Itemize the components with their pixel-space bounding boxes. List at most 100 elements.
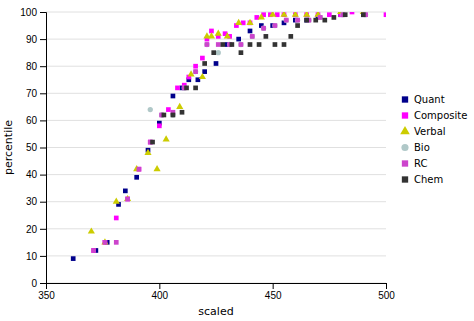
point	[220, 42, 225, 47]
tick-mark	[40, 66, 46, 67]
tick-mark	[40, 120, 46, 121]
point	[361, 12, 366, 17]
point	[239, 42, 244, 47]
point	[238, 42, 243, 47]
point	[304, 18, 309, 23]
point	[215, 30, 222, 36]
tick: 450	[265, 283, 282, 301]
legend-label: Chem	[414, 174, 443, 185]
tick-mark	[273, 283, 274, 289]
legend-item: Chem	[402, 174, 443, 185]
point	[208, 32, 215, 38]
legend: QuantCompositeVerbalBioRCChem	[400, 94, 467, 185]
tick: 50	[26, 142, 46, 153]
point	[216, 50, 221, 55]
point	[313, 18, 318, 23]
point	[284, 18, 289, 23]
legend-symbol	[402, 160, 408, 166]
point	[258, 13, 265, 19]
point	[125, 197, 130, 202]
tick-label: 400	[151, 290, 168, 301]
tick-label: 10	[26, 251, 38, 262]
tick: 500	[378, 283, 395, 301]
point	[211, 50, 216, 55]
legend-symbol	[402, 96, 408, 102]
point	[284, 17, 289, 22]
point	[230, 42, 235, 47]
point	[137, 167, 142, 172]
tick: 30	[26, 196, 46, 207]
tick-mark	[40, 93, 46, 94]
tick-mark	[159, 283, 160, 289]
point	[248, 42, 253, 47]
point	[103, 240, 108, 245]
point	[295, 17, 300, 22]
legend-label: Composite	[414, 110, 467, 121]
grid-line	[46, 39, 386, 40]
grid	[46, 12, 386, 283]
tick: 40	[26, 169, 46, 180]
legend-label: Quant	[414, 94, 445, 105]
point	[264, 34, 269, 39]
point	[101, 238, 108, 244]
tick: 70	[26, 88, 46, 99]
point	[272, 23, 277, 28]
point	[114, 216, 119, 221]
point	[114, 240, 119, 245]
point	[199, 73, 206, 79]
tick-label: 40	[26, 169, 38, 180]
point	[332, 15, 337, 20]
legend-symbol	[402, 112, 408, 118]
tick: 90	[26, 34, 46, 45]
tick-mark	[40, 283, 46, 284]
point	[214, 61, 219, 66]
grid-line	[46, 12, 386, 13]
point	[193, 69, 198, 74]
tick-label: 50	[26, 142, 38, 153]
tick: 10	[26, 251, 46, 262]
tick-mark	[40, 39, 46, 40]
point	[91, 248, 96, 253]
x-axis: 350 400 450 500	[38, 283, 395, 301]
point	[246, 19, 253, 25]
tick-mark	[40, 229, 46, 230]
tick-label: 60	[26, 115, 38, 126]
tick-label: 350	[38, 290, 55, 301]
tick-label: 20	[26, 224, 38, 235]
point	[113, 198, 120, 204]
point	[202, 69, 207, 74]
tick: 350	[38, 283, 55, 301]
series	[91, 12, 368, 252]
point	[282, 42, 287, 47]
point	[184, 86, 189, 91]
tick-label: 70	[26, 88, 38, 99]
series	[150, 12, 365, 144]
point	[193, 64, 198, 69]
point	[137, 167, 142, 172]
point	[216, 42, 221, 47]
point	[157, 123, 162, 128]
tick-mark	[40, 12, 46, 13]
point	[327, 12, 332, 17]
legend-symbol	[400, 126, 410, 134]
tick-mark	[40, 202, 46, 203]
legend-item: Bio	[401, 142, 429, 153]
point	[239, 50, 244, 55]
point	[124, 195, 131, 201]
point	[175, 86, 180, 91]
point	[292, 12, 299, 17]
point	[200, 56, 205, 61]
tick: 80	[26, 61, 46, 72]
y-axis-title: percentile	[2, 120, 15, 175]
tick-label: 90	[26, 34, 38, 45]
point	[288, 34, 293, 39]
y-axis: 0102030405060708090100	[20, 7, 46, 289]
point	[295, 18, 300, 23]
series	[88, 12, 367, 244]
tick: 0	[31, 278, 46, 289]
grid-line	[46, 174, 386, 175]
legend-label: RC	[414, 158, 427, 169]
point	[236, 37, 241, 42]
point	[269, 12, 276, 17]
grid-line	[46, 201, 386, 202]
